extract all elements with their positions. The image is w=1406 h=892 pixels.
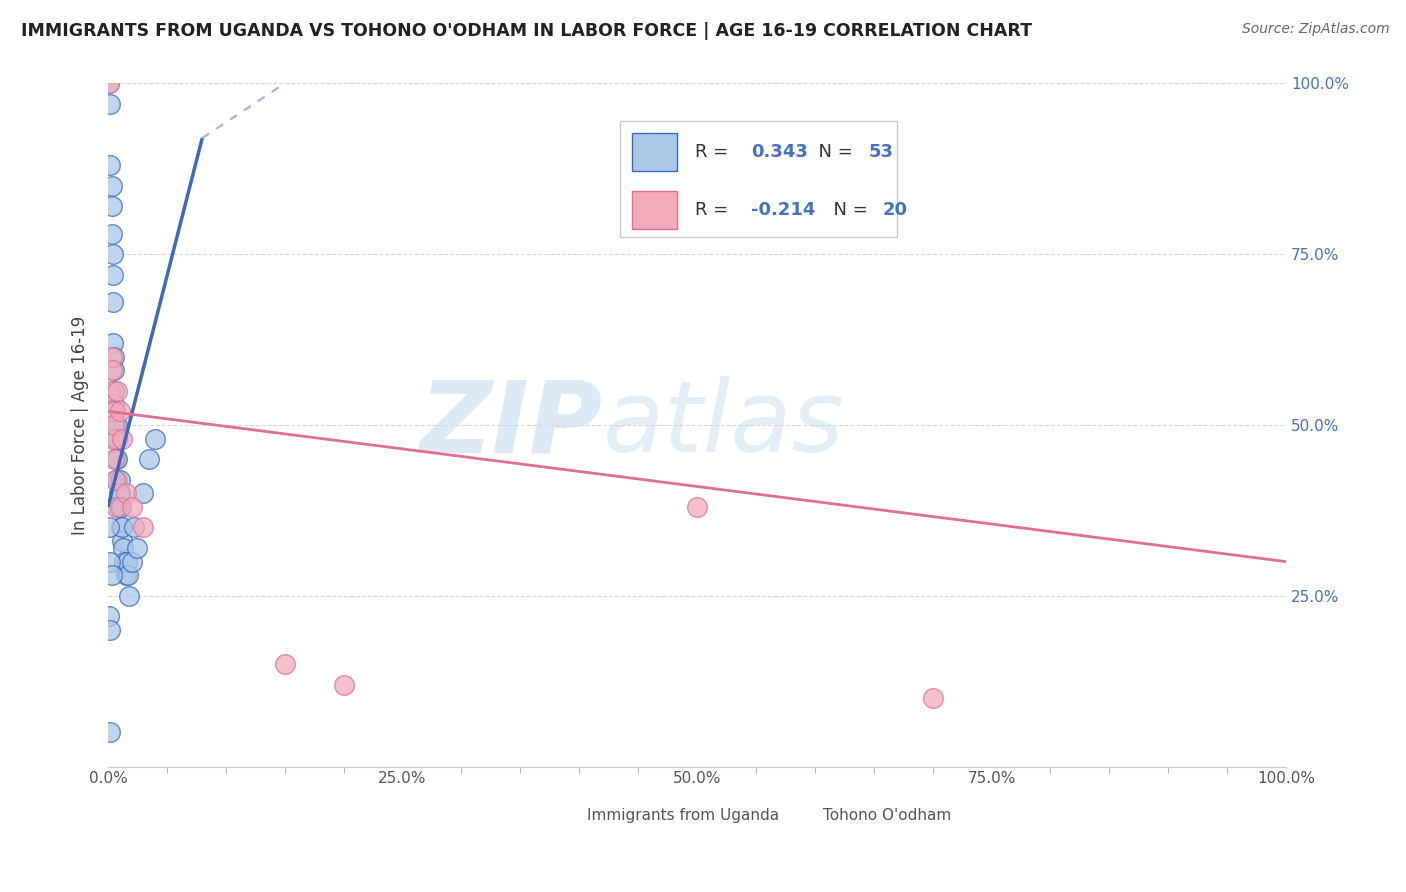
Point	[107, 500, 129, 514]
FancyBboxPatch shape	[633, 191, 676, 228]
Point	[98, 725, 121, 739]
Point	[101, 336, 124, 351]
FancyBboxPatch shape	[544, 805, 579, 827]
Point	[110, 500, 132, 514]
Point	[686, 500, 709, 514]
Point	[121, 555, 143, 569]
Point	[115, 555, 138, 569]
Point	[117, 568, 139, 582]
Text: ZIP: ZIP	[420, 376, 603, 474]
Point	[101, 295, 124, 310]
Point	[100, 363, 122, 377]
Point	[108, 486, 131, 500]
Point	[127, 541, 149, 555]
Text: atlas: atlas	[603, 376, 845, 474]
Text: -0.214: -0.214	[751, 201, 815, 219]
Point	[108, 404, 131, 418]
Text: 53: 53	[869, 143, 894, 161]
Text: Immigrants from Uganda: Immigrants from Uganda	[588, 808, 779, 823]
Point	[105, 452, 128, 467]
Point	[98, 158, 121, 172]
Text: Tohono O'odham: Tohono O'odham	[823, 808, 952, 823]
Point	[98, 555, 121, 569]
Point	[273, 657, 295, 671]
Text: 0.343: 0.343	[751, 143, 808, 161]
Point	[107, 432, 129, 446]
Point	[104, 432, 127, 446]
Point	[101, 247, 124, 261]
Point	[114, 555, 136, 569]
Point	[100, 568, 122, 582]
Text: N =: N =	[807, 143, 858, 161]
Point	[100, 227, 122, 241]
Point	[107, 417, 129, 432]
Point	[132, 520, 155, 534]
Point	[112, 541, 135, 555]
Text: N =: N =	[823, 201, 873, 219]
Point	[103, 417, 125, 432]
Point	[111, 520, 134, 534]
Point	[100, 178, 122, 193]
Point	[103, 417, 125, 432]
Point	[107, 486, 129, 500]
FancyBboxPatch shape	[633, 133, 676, 170]
Point	[143, 432, 166, 446]
Text: Source: ZipAtlas.com: Source: ZipAtlas.com	[1241, 22, 1389, 37]
Point	[921, 691, 943, 706]
Point	[105, 473, 128, 487]
Point	[110, 520, 132, 534]
Point	[121, 500, 143, 514]
Point	[104, 473, 127, 487]
Point	[98, 97, 121, 112]
Point	[103, 384, 125, 398]
Point	[108, 500, 131, 514]
Point	[103, 452, 125, 467]
Point	[101, 404, 124, 418]
Point	[100, 199, 122, 213]
Y-axis label: In Labor Force | Age 16-19: In Labor Force | Age 16-19	[72, 316, 89, 534]
Point	[103, 350, 125, 364]
Point	[118, 589, 141, 603]
FancyBboxPatch shape	[620, 121, 897, 237]
Point	[103, 397, 125, 411]
Point	[98, 77, 121, 91]
Text: 20: 20	[883, 201, 908, 219]
Point	[107, 473, 129, 487]
Point	[132, 486, 155, 500]
Point	[101, 432, 124, 446]
Point	[108, 473, 131, 487]
Point	[100, 350, 122, 364]
Point	[101, 268, 124, 282]
Point	[98, 520, 121, 534]
Text: R =: R =	[695, 143, 734, 161]
Point	[114, 568, 136, 582]
FancyBboxPatch shape	[779, 805, 814, 827]
Point	[98, 623, 121, 637]
Point	[122, 520, 145, 534]
Point	[138, 452, 160, 467]
Point	[105, 500, 128, 514]
Point	[98, 609, 121, 624]
Point	[104, 417, 127, 432]
Point	[103, 363, 125, 377]
Point	[114, 486, 136, 500]
Point	[107, 384, 129, 398]
Text: IMMIGRANTS FROM UGANDA VS TOHONO O'ODHAM IN LABOR FORCE | AGE 16-19 CORRELATION : IMMIGRANTS FROM UGANDA VS TOHONO O'ODHAM…	[21, 22, 1032, 40]
Point	[332, 677, 354, 691]
Point	[105, 417, 128, 432]
Point	[111, 432, 134, 446]
Point	[98, 77, 121, 91]
Point	[107, 452, 129, 467]
Point	[104, 404, 127, 418]
Point	[111, 534, 134, 549]
Point	[98, 384, 121, 398]
Point	[103, 404, 125, 418]
Text: R =: R =	[695, 201, 734, 219]
